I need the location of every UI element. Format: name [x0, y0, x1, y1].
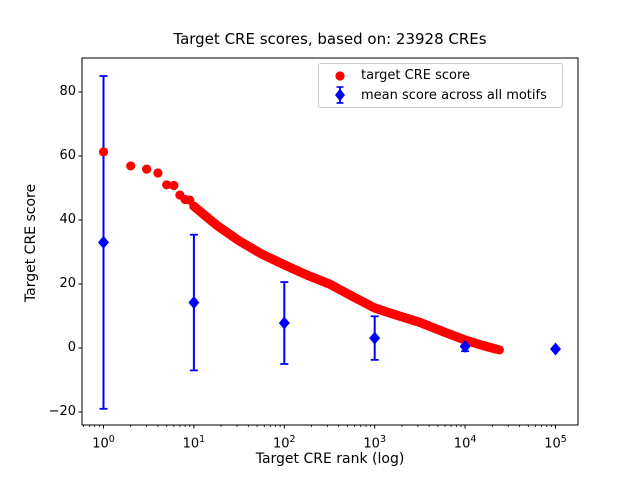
- mean-score-diamond: [278, 316, 290, 330]
- target-score-point: [153, 168, 163, 178]
- y-tick-label: 0: [67, 340, 76, 355]
- target-score-points-layer: [98, 147, 504, 355]
- mean-score-diamond: [188, 296, 200, 310]
- y-tick-label: 20: [59, 276, 76, 291]
- mean-score-diamond: [98, 235, 109, 249]
- y-axis-label: Target CRE score: [23, 183, 39, 303]
- legend-item-target-score: target CRE score: [319, 66, 562, 85]
- mean-score-points-layer: [98, 235, 561, 356]
- target-score-point: [98, 147, 109, 157]
- y-tick-label: 40: [59, 212, 76, 227]
- target-score-point: [169, 180, 179, 191]
- target-score-point: [142, 164, 152, 174]
- y-tick-label: 80: [59, 84, 76, 99]
- target-score-point: [494, 345, 504, 355]
- x-tick-label: 104: [453, 434, 477, 452]
- x-tick-label: 101: [182, 434, 206, 452]
- mean-score-diamond: [550, 342, 561, 356]
- legend-label: target CRE score: [361, 68, 471, 83]
- legend-box: target CRE score mean score across all m…: [318, 63, 563, 108]
- legend-circle-marker-icon: [319, 67, 361, 85]
- axes-spines: [81, 57, 579, 426]
- target-score-point: [162, 180, 172, 190]
- x-tick-label: 100: [92, 434, 115, 452]
- chart-title: Target CRE scores, based on: 23928 CREs: [173, 30, 487, 48]
- errorbar-lines-layer: [99, 75, 560, 410]
- x-axis-label: Target CRE rank (log): [255, 451, 405, 467]
- target-score-point: [126, 161, 136, 171]
- legend-diamond-errorbar-marker-icon: [319, 85, 361, 105]
- x-tick-label: 103: [363, 434, 386, 452]
- y-tick-label: 60: [59, 148, 76, 163]
- legend-label: mean score across all motifs: [361, 87, 547, 103]
- mean-score-diamond: [369, 331, 381, 345]
- mean-score-diamond: [459, 339, 471, 353]
- legend-item-mean-score: mean score across all motifs: [319, 85, 562, 105]
- y-tick-label: −20: [48, 404, 76, 419]
- x-tick-label: 102: [273, 434, 296, 452]
- x-tick-label: 105: [544, 434, 567, 452]
